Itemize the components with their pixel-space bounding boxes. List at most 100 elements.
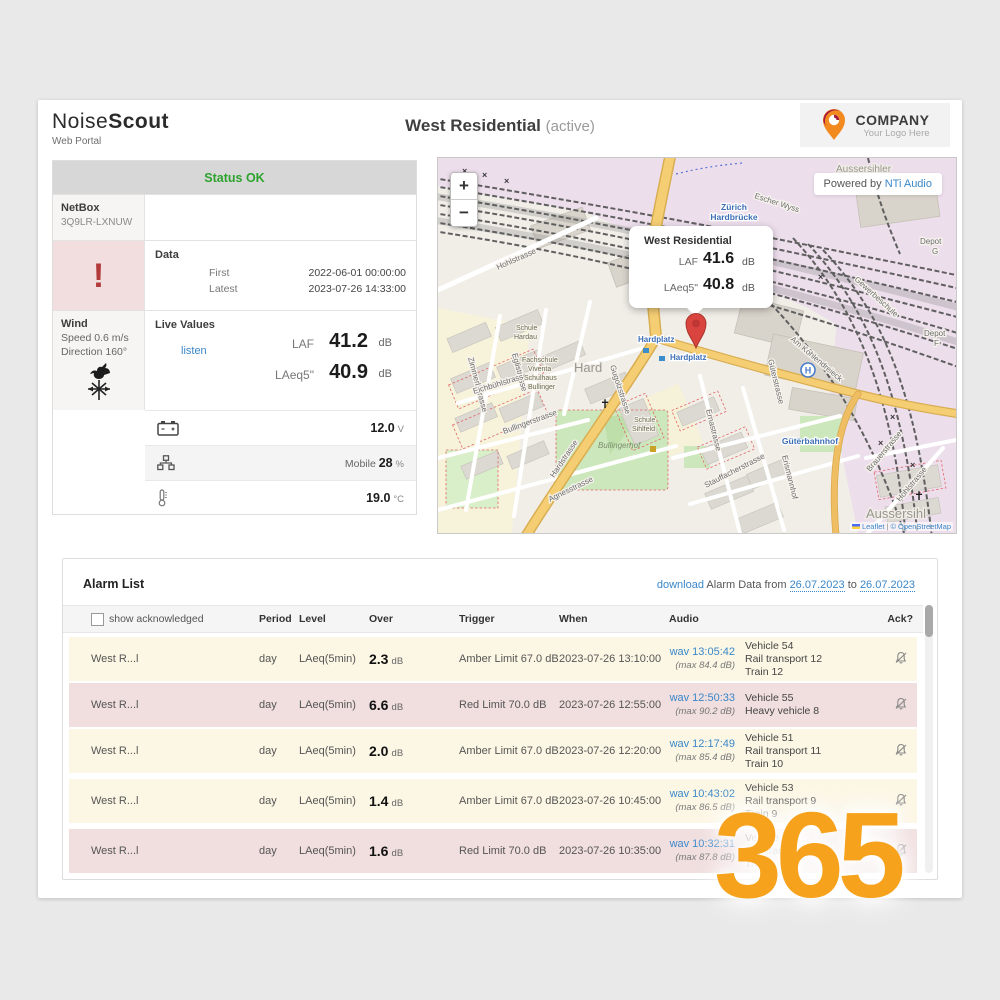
alarm-scrollbar-thumb[interactable]: [925, 605, 933, 637]
alarm-max: (max 84.4 dB): [675, 660, 735, 671]
col-level: Level: [299, 613, 326, 625]
from-date-link[interactable]: 26.07.2023: [789, 579, 845, 592]
map-zoom-controls: + −: [450, 172, 478, 227]
alarm-desc-line: Train 12: [745, 665, 784, 678]
poi-label: Depot: [924, 329, 946, 338]
powered-by-banner: Powered by NTi Audio: [813, 173, 942, 195]
station-label: Zürich: [721, 202, 747, 212]
alarm-over-value: 1.4: [369, 793, 389, 809]
zoom-out-button[interactable]: −: [451, 199, 477, 226]
svg-text:×: ×: [910, 460, 915, 470]
alarm-name: West R...l: [91, 745, 139, 757]
wav-link[interactable]: wav 12:50:33: [669, 692, 735, 704]
svg-text:×: ×: [818, 272, 823, 282]
map-attribution: Leaflet | © OpenStreetMap: [849, 522, 953, 531]
alarm-level: LAeq(5min): [299, 745, 356, 757]
mobile-label: Mobile: [344, 458, 376, 470]
map-marker[interactable]: [685, 312, 707, 349]
to-date-link[interactable]: 26.07.2023: [859, 579, 915, 592]
company-pin-icon: [823, 109, 846, 140]
church-icon: ✝: [914, 489, 924, 503]
live-row: Wind Speed 0.6 m/s Direction 160° Liv: [53, 310, 416, 410]
osm-link[interactable]: © OpenStreetMap: [890, 522, 951, 531]
poi-label: Hardau: [514, 334, 537, 341]
alarm-period: day: [259, 845, 277, 857]
company-name: COMPANY: [855, 111, 930, 128]
alarm-trigger: Amber Limit 67.0 dB: [459, 653, 559, 665]
popup-laf-unit: dB: [742, 256, 755, 268]
main-card: NoiseScout Web Portal West Residential (…: [38, 100, 962, 898]
svg-text:×: ×: [890, 412, 895, 422]
ukraine-flag-icon: [851, 524, 860, 529]
wav-link[interactable]: wav 12:17:49: [669, 738, 735, 750]
map[interactable]: ××× ××× ××× H ✝ ✝ Hohlstrasse Zimmerlist…: [437, 157, 957, 534]
laeq-label: LAeq5": [275, 368, 314, 382]
popup-laf-label: LAF: [678, 256, 698, 268]
wav-link[interactable]: wav 13:05:42: [669, 646, 735, 658]
wav-link[interactable]: wav 10:32:31: [669, 838, 735, 850]
battery-value: 12.0: [370, 421, 395, 435]
to-word: to: [847, 579, 857, 591]
ack-bell-slash-icon[interactable]: [894, 843, 908, 857]
ack-bell-slash-icon[interactable]: [894, 793, 908, 807]
page-title: West Residential (active): [38, 116, 962, 136]
alarm-list-section: Alarm List download Alarm Data from 26.0…: [62, 558, 938, 880]
nti-audio-link[interactable]: NTi Audio: [884, 178, 932, 190]
alarm-desc-line: Rail transport 12: [745, 652, 823, 665]
download-text: Alarm Data from: [706, 579, 787, 591]
station-label: Hardbrücke: [710, 212, 758, 222]
alarm-period: day: [259, 653, 277, 665]
alarm-trigger: Red Limit 70.0 dB: [459, 845, 547, 857]
alarm-row: West R...l day LAeq(5min) 2.0 dB Amber L…: [69, 729, 917, 773]
alarm-when: 2023-07-26 10:45:00: [559, 795, 662, 807]
poi-label: Schule: [634, 417, 656, 424]
poi-label: F: [934, 339, 939, 348]
leaflet-link[interactable]: Leaflet: [861, 522, 885, 531]
alarm-when: 2023-07-26 13:10:00: [559, 653, 662, 665]
alarm-period: day: [259, 745, 277, 757]
listen-link[interactable]: listen: [181, 345, 207, 357]
alarm-trigger: Amber Limit 67.0 dB: [459, 745, 559, 757]
alarm-desc-line: Rail transport 9: [745, 794, 817, 807]
powered-by-text: Powered by: [823, 178, 882, 190]
watermark-365: 365: [714, 787, 906, 923]
first-value: 2022-06-01 00:00:00: [308, 267, 407, 279]
wav-link[interactable]: wav 10:43:02: [669, 788, 735, 800]
ack-bell-slash-icon[interactable]: [894, 743, 908, 757]
laf-label: LAF: [291, 337, 314, 351]
alarm-name: West R...l: [91, 845, 139, 857]
svg-text:×: ×: [878, 438, 883, 448]
data-row: ! Data First 2022-06-01 00:00:00 Latest …: [53, 240, 416, 310]
alarm-period: day: [259, 795, 277, 807]
alarm-desc-line: Rail transport 11: [745, 744, 822, 757]
alarm-level: LAeq(5min): [299, 795, 356, 807]
live-values-label: Live Values: [155, 319, 215, 331]
status-panel: Status OK NetBox 3Q9LR-LXNUW ! Data Firs…: [52, 160, 417, 515]
download-link[interactable]: download: [656, 579, 704, 591]
latest-label: Latest: [209, 283, 238, 295]
alarm-desc-line: Vehicle 51: [745, 731, 794, 744]
battery-row: 12.0 V: [145, 410, 416, 445]
ack-bell-slash-icon[interactable]: [894, 651, 908, 665]
temperature-row: 19.0 °C: [145, 480, 416, 515]
alarm-max: (max 87.8 dB): [675, 852, 735, 863]
col-ack: Ack?: [887, 613, 913, 625]
data-label: Data: [155, 249, 179, 261]
popup-laeq-label: LAeq5": [663, 282, 698, 294]
mobile-value: 28: [378, 456, 393, 470]
alarm-row: West R...l day LAeq(5min) 6.6 dB Red Lim…: [69, 683, 917, 727]
poi-label: Fachschule: [522, 357, 558, 364]
alarm-desc-line: Vehicle 53: [745, 781, 794, 794]
show-acknowledged-checkbox[interactable]: [91, 612, 104, 626]
brand-logo: NoiseScout Web Portal: [52, 110, 169, 147]
alarm-max: (max 90.2 dB): [675, 706, 735, 717]
zoom-in-button[interactable]: +: [451, 173, 477, 199]
station-status: (active): [545, 118, 595, 135]
hospital-icon: H: [805, 366, 812, 376]
thermometer-icon: [158, 489, 167, 507]
show-acknowledged-label: show acknowledged: [109, 613, 204, 625]
alarm-trigger: Red Limit 70.0 dB: [459, 699, 547, 711]
ack-bell-slash-icon[interactable]: [894, 697, 908, 711]
mobile-unit: %: [395, 459, 404, 470]
alarm-table-header: show acknowledged Period Level Over Trig…: [63, 605, 923, 633]
